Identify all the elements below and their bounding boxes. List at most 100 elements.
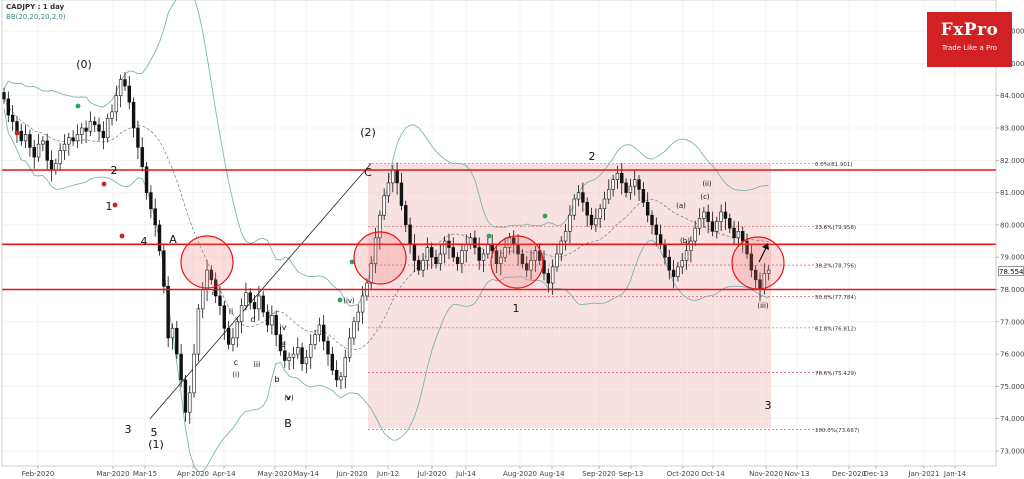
candle-body [45,140,49,161]
candle-body [477,247,481,261]
candle-body [97,124,101,132]
current-price-label: 78.554 [998,266,1024,276]
bb-middle [3,98,769,350]
candle-body [157,224,162,252]
candle-body [745,240,749,255]
candle-body [248,292,252,303]
candle-body [555,253,559,268]
x-tick-label: Oct-14 [701,470,725,478]
y-tick-label: 78.000 [1000,286,1024,294]
highlight-circle [353,231,407,285]
fib-label: 50.0%(77.784) [815,295,856,301]
candle-body [218,295,222,306]
x-tick-label: Jan-2021 [907,470,939,478]
x-tick-label: Sep-13 [619,470,644,478]
candle-body [581,192,585,203]
candle-body [719,211,723,222]
candle-body [520,253,525,264]
candle-body [213,279,218,297]
signal-up-marker [542,213,548,219]
x-tick-label: Jun-12 [376,470,399,478]
candle-body [689,240,693,252]
candle-body [576,192,581,200]
candle-body [188,392,192,413]
candle-body [421,260,425,271]
candle-body [715,221,719,232]
y-tick-label: 79.000 [1000,254,1024,262]
x-tick-label: Aug-2020 [503,470,537,478]
y-tick-label: 74.000 [1000,415,1024,423]
x-tick-label: Mar-2020 [96,470,129,478]
signal-up-marker [349,259,355,265]
candle-body [339,376,343,381]
candle-body [2,92,6,100]
y-tick-label: 81.000 [1000,189,1024,197]
candle-body [123,79,127,87]
candle-body [637,179,641,190]
candle-body [602,198,607,210]
candle-body [464,243,468,252]
candle-body [88,121,93,132]
wave-label: 3 [125,423,132,436]
wave-label: iv [280,323,287,332]
candle-body [28,134,32,148]
indicator-legend: BB(20,20,20,2,0) [6,13,66,21]
candle-body [594,218,598,226]
candle-body [32,147,36,158]
candle-body [265,311,270,326]
candle-body [58,150,62,164]
y-tick-label: 75.000 [1000,383,1024,391]
fib-label: 100.0%(73.667) [815,428,860,434]
candle-body [607,189,611,200]
wave-label: (1) [148,438,164,451]
y-tick-label: 86.000 [1000,28,1024,36]
candle-body [257,295,261,310]
candle-body [620,172,624,184]
x-tick-label: Mar-15 [133,470,157,478]
wave-label: B [284,417,292,430]
candle-body [417,260,421,271]
candle-body [291,353,296,358]
candle-body [136,127,140,148]
signal-up-marker [486,233,492,239]
x-tick-label: Apr-14 [212,470,236,478]
candle-body [525,263,529,271]
x-tick-label: Jul-14 [455,470,476,478]
highlight-circle [180,235,234,289]
candle-body [183,379,188,413]
candle-body [684,250,689,261]
fib-label: 78.6%(75.429) [815,371,856,377]
signal-down-marker [101,181,107,187]
candle-body [386,182,391,197]
x-tick-label: Jun-2020 [335,470,367,478]
candle-body [736,231,741,239]
highlight-circle [490,235,544,289]
candle-body [118,79,123,97]
wave-label: A [169,233,177,246]
candle-body [550,266,555,284]
candle-body [697,218,702,229]
candle-body [93,121,97,126]
projection-arrowhead [762,243,769,250]
signal-down-marker [14,130,20,136]
bb-upper [3,0,769,307]
bollinger-bands [3,0,769,473]
candle-body [84,127,88,132]
candle-body [585,201,589,216]
candle-body [67,137,71,145]
candle-body [36,143,41,158]
candle-body [6,98,11,116]
y-tick-label: 80.000 [1000,221,1024,229]
wave-label: (ii) [702,180,712,188]
candle-body [317,324,322,336]
candle-body [54,163,58,171]
wave-label: (2) [360,126,376,139]
wave-label: d [250,315,255,324]
candle-body [481,253,486,261]
trend-line [149,163,372,419]
candle-body [105,118,110,138]
candle-body [563,231,568,242]
candle-body [196,308,201,355]
